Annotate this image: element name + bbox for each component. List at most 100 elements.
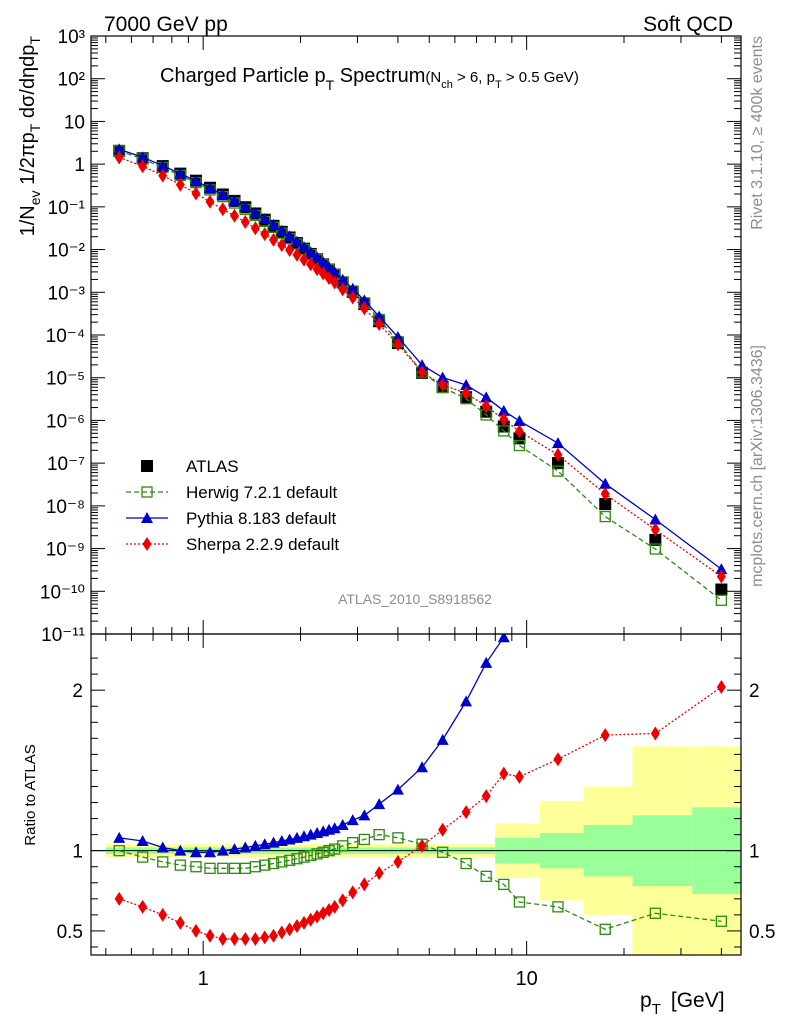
ratio-point	[358, 809, 371, 821]
ratio-point	[347, 837, 359, 849]
series-line-ratio	[119, 833, 722, 930]
y-tick-label: 10⁻⁹	[46, 540, 85, 561]
ratio-point	[460, 857, 472, 870]
data-point	[114, 150, 124, 165]
data-point	[599, 510, 611, 523]
data-point	[304, 246, 317, 258]
ratio-point	[228, 862, 241, 874]
y-tick-label: 10⁻²	[48, 241, 86, 262]
ratio-point	[158, 907, 168, 922]
data-point	[499, 412, 509, 427]
series-3-ratio	[114, 679, 726, 946]
data-point	[391, 331, 404, 343]
ratio-point	[552, 901, 564, 913]
ratio-point	[391, 783, 404, 795]
ratio-point	[311, 848, 323, 860]
ratio-point	[436, 733, 449, 745]
ratio-point	[329, 843, 341, 855]
ratio-point	[204, 862, 216, 874]
y-tick-label: 10⁻⁶	[46, 411, 85, 432]
ratio-point	[359, 877, 369, 892]
data-point	[136, 151, 149, 163]
data-point	[205, 194, 215, 209]
data-point	[436, 371, 449, 383]
data-point	[250, 221, 260, 236]
ratio-point	[599, 923, 611, 935]
title-cond-pt: T	[495, 79, 502, 91]
ratio-point	[260, 930, 270, 945]
ratio-point	[498, 878, 510, 891]
x-label-sub: T	[652, 1001, 661, 1018]
data-point	[461, 386, 471, 401]
ratio-point	[358, 833, 371, 846]
ratio-point	[480, 870, 492, 883]
ratio-point	[649, 907, 661, 919]
data-point	[438, 377, 448, 392]
x-tick-label: 1	[198, 968, 209, 990]
data-point	[317, 256, 330, 268]
ratio-point	[276, 856, 288, 868]
data-point	[285, 242, 295, 257]
data-point	[599, 498, 612, 511]
ratio-point	[189, 846, 202, 858]
legend-marker	[142, 537, 152, 551]
data-point	[292, 247, 302, 262]
ratio-point	[328, 822, 341, 834]
series-3-top	[114, 150, 726, 584]
legend-label: ATLAS	[186, 457, 239, 476]
data-point	[216, 188, 229, 200]
ratio-point	[373, 798, 386, 810]
rivet-version: Rivet 3.1.10, ≥ 400k events	[749, 36, 766, 230]
ratio-y-tick-label: 0.5	[57, 922, 83, 943]
plot-title: Charged Particle pT Spectrum(Nch > 6, pT…	[160, 65, 579, 93]
data-point	[715, 563, 728, 575]
data-point	[553, 447, 563, 462]
ratio-point	[481, 789, 491, 804]
data-point	[158, 168, 168, 183]
data-point	[715, 594, 728, 606]
ratio-point	[338, 893, 348, 908]
y-tick-label: 10²	[58, 70, 85, 91]
y-tick-label: 10⁻⁵	[46, 369, 85, 390]
ratio-point	[157, 856, 169, 868]
ratio-point	[553, 752, 563, 767]
ratio-y-tick-label-right: 2	[749, 681, 760, 702]
data-point	[330, 275, 340, 290]
data-point	[204, 181, 217, 193]
legend-marker	[141, 486, 153, 498]
ratio-point	[113, 845, 125, 857]
legend-entry: Herwig 7.2.1 default	[126, 483, 337, 502]
ratio-point	[436, 846, 449, 858]
ratio-point	[216, 844, 229, 856]
data-point	[374, 317, 384, 332]
data-point	[323, 261, 336, 273]
header-right: Soft QCD	[643, 13, 733, 36]
ratio-point	[191, 923, 201, 938]
data-point	[258, 212, 271, 224]
data-point	[138, 159, 148, 174]
data-point	[299, 252, 309, 267]
data-point	[218, 202, 228, 217]
data-point	[275, 224, 288, 236]
ratio-point	[330, 899, 340, 914]
data-point	[249, 206, 262, 218]
y-tick-label: 10³	[58, 27, 85, 48]
title-cond-close: > 0.5 GeV)	[502, 69, 579, 86]
data-point	[650, 522, 660, 537]
y-tick-label: 10	[64, 112, 85, 133]
ratio-point	[190, 861, 202, 873]
data-point	[283, 230, 296, 242]
ratio-point	[348, 885, 358, 900]
data-point	[306, 257, 316, 272]
ratio-point	[259, 859, 271, 871]
ratio-point	[239, 841, 252, 853]
ratio-point	[218, 931, 228, 946]
ratio-point	[460, 695, 473, 707]
ratio-point	[174, 844, 187, 856]
data-point	[417, 365, 427, 380]
data-point	[338, 282, 348, 297]
ratio-point	[299, 915, 309, 930]
top-panel: 10⁻¹¹ 10⁻¹⁰ 10⁻⁹ 10⁻⁸ 10⁻⁷ 10⁻⁶ 10⁻⁵ 10⁻⁴ 10⁻³ 10…	[40, 27, 742, 646]
ratio-y-tick-label-right: 0.5	[749, 922, 775, 943]
